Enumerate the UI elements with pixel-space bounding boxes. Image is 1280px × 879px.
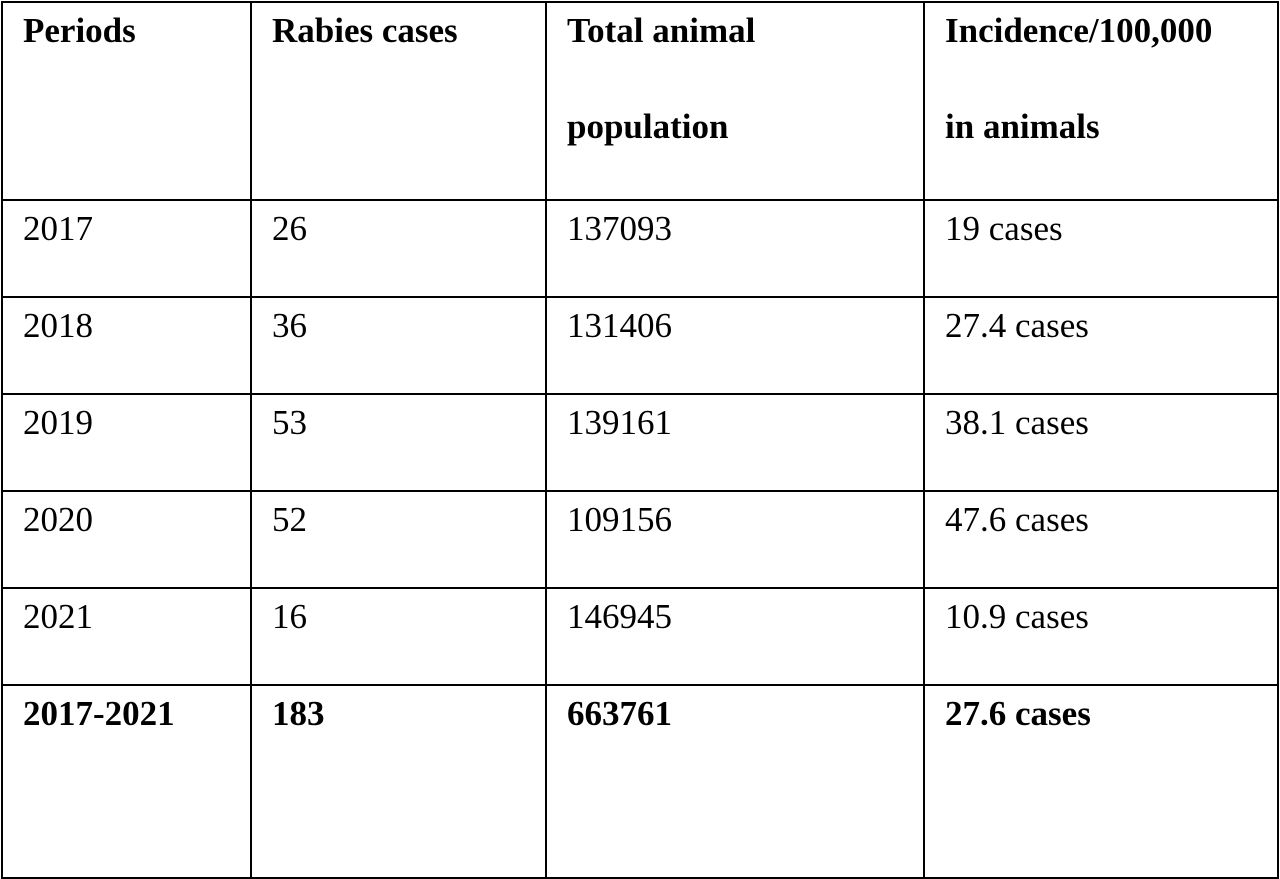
header-total-animal-line-1: Total animal bbox=[567, 11, 756, 50]
table-row: 2018 36 131406 27.4 cases bbox=[1, 296, 1279, 395]
header-periods-text: Periods bbox=[23, 11, 136, 50]
cell-period: 2018 bbox=[1, 296, 252, 395]
header-total-animal-population: Total animal population bbox=[545, 1, 925, 201]
cell-rabies-cases: 36 bbox=[250, 296, 547, 395]
total-period: 2017-2021 bbox=[1, 684, 252, 879]
cell-total-population: 109156 bbox=[545, 490, 925, 589]
cell-total-population: 137093 bbox=[545, 199, 925, 298]
table-row: 2017 26 137093 19 cases bbox=[1, 199, 1279, 298]
cell-total-population: 146945 bbox=[545, 587, 925, 686]
total-rabies-cases: 183 bbox=[250, 684, 547, 879]
cell-incidence: 38.1 cases bbox=[923, 393, 1279, 492]
header-total-animal-line-2: population bbox=[567, 107, 729, 146]
cell-rabies-cases: 53 bbox=[250, 393, 547, 492]
header-periods: Periods bbox=[1, 1, 252, 201]
cell-incidence: 10.9 cases bbox=[923, 587, 1279, 686]
total-incidence: 27.6 cases bbox=[923, 684, 1279, 879]
table-row: 2020 52 109156 47.6 cases bbox=[1, 490, 1279, 589]
cell-rabies-cases: 52 bbox=[250, 490, 547, 589]
cell-total-population: 139161 bbox=[545, 393, 925, 492]
cell-period: 2021 bbox=[1, 587, 252, 686]
table-row: 2021 16 146945 10.9 cases bbox=[1, 587, 1279, 686]
cell-incidence: 47.6 cases bbox=[923, 490, 1279, 589]
cell-period: 2019 bbox=[1, 393, 252, 492]
cell-incidence: 19 cases bbox=[923, 199, 1279, 298]
cell-rabies-cases: 26 bbox=[250, 199, 547, 298]
table-row: 2019 53 139161 38.1 cases bbox=[1, 393, 1279, 492]
cell-incidence: 27.4 cases bbox=[923, 296, 1279, 395]
header-row: Periods Rabies cases Total animal popula… bbox=[1, 1, 1279, 201]
cell-total-population: 131406 bbox=[545, 296, 925, 395]
header-incidence-line-2: in animals bbox=[945, 107, 1100, 146]
total-population: 663761 bbox=[545, 684, 925, 879]
header-rabies-cases-text: Rabies cases bbox=[272, 11, 458, 50]
cell-period: 2020 bbox=[1, 490, 252, 589]
cell-rabies-cases: 16 bbox=[250, 587, 547, 686]
cell-period: 2017 bbox=[1, 199, 252, 298]
total-row: 2017-2021 183 663761 27.6 cases bbox=[1, 684, 1279, 879]
header-incidence: Incidence/100,000 in animals bbox=[923, 1, 1279, 201]
header-rabies-cases: Rabies cases bbox=[250, 1, 547, 201]
header-incidence-line-1: Incidence/100,000 bbox=[945, 11, 1213, 50]
